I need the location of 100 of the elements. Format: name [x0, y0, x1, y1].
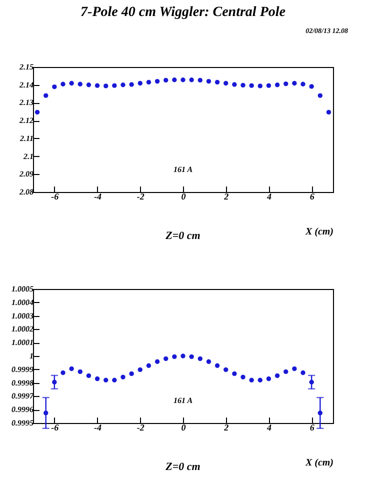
x-tick-label: 0	[181, 422, 186, 432]
point	[198, 78, 202, 83]
x-tick-label: 2	[223, 192, 230, 202]
y-tick-label: 2.14	[18, 80, 34, 90]
x-tick-label: -6	[51, 422, 60, 432]
point	[300, 82, 306, 86]
point	[292, 366, 297, 372]
point	[232, 82, 237, 87]
y-tick-label: 2.1	[22, 152, 34, 161]
x-tick-label: 0	[181, 192, 186, 202]
y-tick-label: 0.9997	[12, 392, 34, 401]
point	[69, 366, 74, 372]
point	[164, 78, 168, 83]
point	[120, 82, 126, 88]
point	[78, 369, 82, 374]
point	[206, 359, 212, 364]
point	[34, 110, 40, 115]
point	[94, 376, 100, 382]
point	[112, 83, 117, 88]
y-tick-label: 1.0005	[12, 284, 34, 294]
point	[86, 82, 92, 88]
point	[86, 373, 92, 378]
point	[129, 371, 134, 376]
x-tick-label: -2	[136, 192, 145, 202]
point	[146, 363, 152, 368]
point	[146, 80, 152, 85]
point	[180, 354, 186, 358]
x-tick-label: -2	[136, 422, 145, 432]
point	[284, 81, 288, 86]
y-tick-label: 1.0004	[12, 298, 34, 307]
y-tick-label: 0.9999	[12, 364, 34, 374]
point	[224, 367, 228, 372]
y-tick-label: 0.9996	[12, 405, 34, 414]
point	[326, 110, 332, 115]
point	[189, 354, 194, 360]
point	[180, 78, 186, 82]
y-tick-label: 2.13	[18, 98, 34, 108]
y-tick-label: 1.0003	[12, 311, 34, 320]
point	[198, 356, 202, 362]
text: Z=0 cm	[164, 230, 201, 242]
text: Z=0 cm	[164, 461, 201, 473]
point	[309, 84, 314, 89]
x-tick-label: 6	[310, 422, 315, 432]
point	[318, 93, 322, 98]
point	[274, 373, 280, 378]
y-tick-label: 0.9998	[12, 378, 34, 388]
point	[164, 356, 168, 362]
y-tick-label: 2.11	[18, 134, 34, 143]
point	[232, 371, 237, 376]
point	[284, 369, 288, 374]
point	[258, 378, 262, 382]
point	[129, 82, 134, 87]
point	[274, 82, 280, 88]
point	[112, 378, 117, 382]
point	[104, 84, 108, 88]
point	[206, 78, 212, 84]
point	[266, 83, 272, 88]
point	[78, 82, 82, 86]
point	[214, 80, 220, 85]
point	[172, 354, 177, 360]
point	[224, 80, 228, 86]
x-axis-title: X (cm)	[304, 458, 334, 468]
point	[258, 84, 262, 88]
point	[214, 363, 220, 368]
point	[138, 80, 142, 86]
x-tick-label: 4	[266, 422, 272, 432]
x-axis-title: X (cm)	[304, 226, 334, 238]
point	[249, 378, 254, 382]
point	[120, 374, 126, 380]
point	[60, 82, 66, 86]
x-tick-label: -4	[94, 192, 102, 202]
point	[249, 83, 254, 88]
y-tick-label: 2.15	[18, 62, 34, 72]
x-tick-label: -6	[51, 192, 60, 202]
point	[52, 84, 57, 90]
annotation: 161 A	[173, 396, 194, 405]
y-tick-label: 0.9995	[12, 418, 34, 428]
point	[266, 376, 272, 382]
x-tick-label: 4	[266, 192, 272, 202]
point	[240, 374, 246, 380]
point	[300, 370, 306, 376]
y-tick-label: 1.0001	[12, 338, 34, 348]
chart-title: 7-Pole 40 cm Wiggler: Central Pole	[80, 5, 286, 20]
x-tick-label: 2	[223, 422, 230, 432]
point	[154, 78, 160, 84]
x-tick-label: -4	[94, 422, 102, 432]
y-tick-label: 2.09	[18, 170, 34, 179]
point	[240, 82, 246, 88]
point	[189, 78, 194, 82]
point	[292, 80, 297, 86]
point	[154, 359, 160, 364]
point	[172, 78, 177, 82]
point	[69, 80, 74, 86]
y-tick-label: 1.0002	[12, 324, 34, 334]
point	[138, 367, 142, 372]
y-tick-label: 2.12	[18, 116, 34, 126]
point	[44, 93, 48, 98]
annotation: 161 A	[173, 165, 194, 174]
point	[60, 370, 66, 376]
y-tick-label: 1	[30, 352, 34, 360]
